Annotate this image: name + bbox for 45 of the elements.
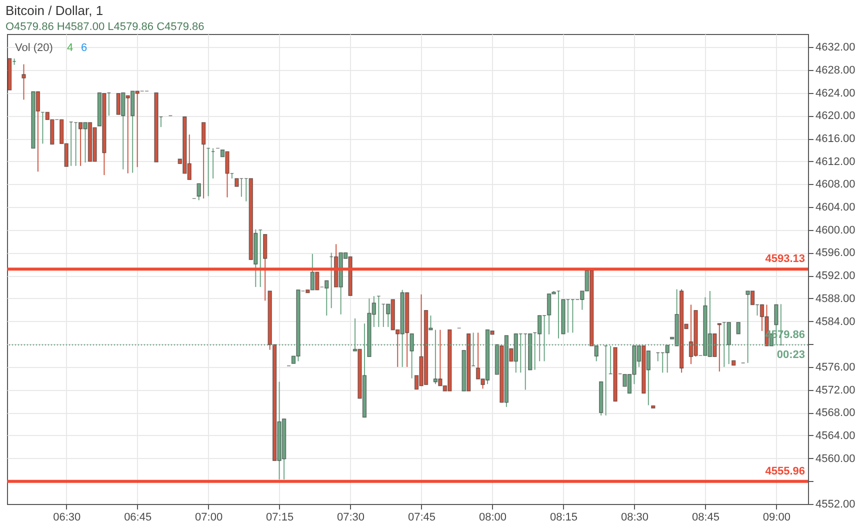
x-tick-label: 08:15 [550, 512, 578, 524]
annotation: 4 [67, 42, 74, 54]
y-tick-label: 4572.00 [816, 384, 856, 396]
y-tick-label: 4568.00 [816, 407, 856, 420]
y-tick-label: 4628.00 [816, 64, 856, 76]
annotation: 6 [81, 42, 88, 54]
y-tick-label: 4624.00 [816, 87, 856, 100]
y-tick-label: 4576.00 [816, 361, 856, 374]
x-tick-label: 08:45 [692, 512, 720, 524]
ref-line-label: 4593.13 [765, 253, 805, 266]
x-tick-label: 07:45 [408, 512, 436, 524]
y-tick-label: 4612.00 [816, 156, 856, 168]
x-tick-label: 07:15 [266, 512, 294, 524]
x-tick-label: 08:30 [620, 512, 648, 524]
annotation: Vol (20) [15, 42, 53, 54]
y-tick-label: 4600.00 [816, 224, 856, 236]
y-tick-label: 4552.00 [816, 498, 856, 510]
candlestick [196, 183, 201, 201]
x-tick-label: 09:00 [762, 512, 790, 524]
y-tick-label: 4616.00 [816, 133, 856, 146]
y-tick-label: 4564.00 [816, 430, 856, 442]
y-tick-label: 4608.00 [816, 178, 856, 191]
y-tick-label: 4592.00 [816, 270, 856, 282]
ref-line-label: 4555.96 [765, 465, 805, 478]
candlestick [717, 323, 722, 372]
candlestick [324, 280, 329, 316]
x-tick-label: 06:45 [124, 512, 152, 524]
y-tick-label: 4620.00 [816, 110, 856, 122]
x-tick-label: 08:00 [478, 512, 507, 524]
x-tick-label: 06:30 [53, 512, 81, 524]
chart-subtitle: O4579.86 H4587.00 L4579.86 C4579.86 [6, 21, 204, 33]
chart-title: Bitcoin / Dollar, 1 [6, 3, 104, 18]
y-tick-label: 4596.00 [816, 247, 856, 260]
x-tick-label: 07:30 [337, 512, 365, 524]
y-tick-label: 4604.00 [816, 202, 856, 214]
candlestick [736, 322, 740, 334]
y-tick-label: 4560.00 [816, 452, 856, 465]
candlestick [201, 122, 206, 199]
annotation: 00:23 [776, 348, 805, 361]
y-tick-label: 4588.00 [816, 292, 856, 305]
candlestick [263, 234, 268, 302]
candlestick [22, 64, 26, 100]
y-tick-label: 4584.00 [816, 316, 856, 328]
x-tick-label: 07:00 [195, 512, 223, 524]
y-tick-label: 4632.00 [816, 42, 856, 54]
